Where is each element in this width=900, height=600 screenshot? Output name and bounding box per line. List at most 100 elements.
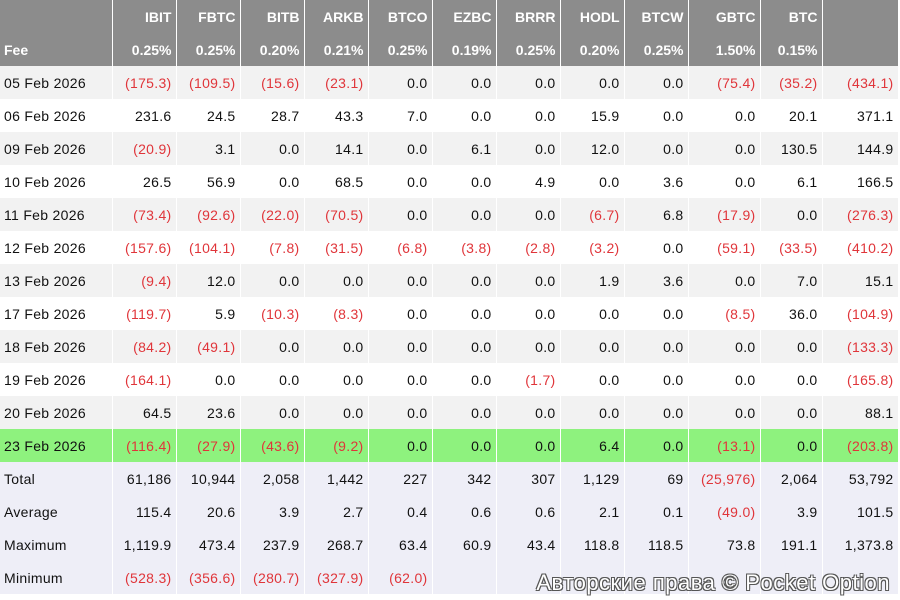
flow-cell: 3.9 [240,495,305,528]
fee-cell: 0.21% [304,33,369,66]
flow-cell: (49.1) [176,330,241,363]
fee-cell: 1.50% [688,33,761,66]
flow-cell: 24.5 [176,99,241,132]
date-row: 10 Feb 2026 26.5 56.9 0.0 68.5 0.0 0.0 4.9 0.0 3.… [0,165,899,198]
flow-cell: 0.4 [368,495,433,528]
fee-row: Fee 0.25% 0.25% 0.20% 0.21% 0.25% 0.19% … [0,33,899,66]
flow-cell [760,561,823,594]
row-label: 17 Feb 2026 [0,297,113,330]
flow-cell: 231.6 [112,99,177,132]
ticker-header: EZBC [432,0,497,33]
flow-cell: 0.0 [624,99,689,132]
flow-cell [560,561,625,594]
flow-cell: 3.6 [624,264,689,297]
flow-cell: (6.8) [368,231,433,264]
flow-cell: 7.0 [760,264,823,297]
row-label: Average [0,495,113,528]
flow-cell: 43.3 [304,99,369,132]
flow-cell: (2.8) [496,231,561,264]
flow-cell: 0.0 [624,132,689,165]
row-label: 09 Feb 2026 [0,132,113,165]
flow-cell: (119.7) [112,297,177,330]
flow-cell: 0.0 [496,66,561,99]
flow-cell: 0.0 [496,429,561,462]
flow-cell: 15.1 [822,264,899,297]
flow-cell: 0.0 [240,330,305,363]
flow-cell: 0.0 [368,429,433,462]
flow-cell: 64.5 [112,396,177,429]
flow-cell: 3.9 [760,495,823,528]
flow-cell: (8.3) [304,297,369,330]
flow-cell: 0.0 [760,429,823,462]
flow-cell: 2,064 [760,462,823,495]
flow-cell: (13.1) [688,429,761,462]
flow-cell: (3.8) [432,231,497,264]
ticker-header: BRRR [496,0,561,33]
date-row: 12 Feb 2026 (157.6) (104.1) (7.8) (31.5) (6.8… [0,231,899,264]
flow-cell: 0.0 [368,330,433,363]
fee-cell: 0.25% [624,33,689,66]
flow-cell: 0.0 [688,330,761,363]
flow-cell: (20.9) [112,132,177,165]
flow-cell: 307 [496,462,561,495]
flow-cell: 166.5 [822,165,899,198]
flow-cell: 237.9 [240,528,305,561]
flow-cell: (9.2) [304,429,369,462]
flow-cell: (92.6) [176,198,241,231]
flow-cell: 0.0 [624,396,689,429]
flow-cell: 0.0 [304,330,369,363]
flow-cell: (434.1) [822,66,899,99]
flow-cell: (175.3) [112,66,177,99]
flow-cell: 0.0 [624,429,689,462]
fee-cell: 0.20% [240,33,305,66]
row-label: 19 Feb 2026 [0,363,113,396]
date-row: 18 Feb 2026 (84.2) (49.1) 0.0 0.0 0.0 0.0 0.0 0.… [0,330,899,363]
flow-cell: 6.8 [624,198,689,231]
flow-cell: 0.0 [240,396,305,429]
flow-cell: 0.0 [368,264,433,297]
flow-cell: 0.0 [496,198,561,231]
flow-cell: 0.0 [432,429,497,462]
flow-cell [822,561,899,594]
row-label: 13 Feb 2026 [0,264,113,297]
flow-cell: 115.4 [112,495,177,528]
flow-cell: 12.0 [176,264,241,297]
row-label: 20 Feb 2026 [0,396,113,429]
flow-cell: 20.1 [760,99,823,132]
date-row: 13 Feb 2026 (9.4) 12.0 0.0 0.0 0.0 0.0 0.0 1.9 3.… [0,264,899,297]
flow-cell: (75.4) [688,66,761,99]
summary-row: Average 115.4 20.6 3.9 2.7 0.4 0.6 0.6 2.1 0.1 (49… [0,495,899,528]
flow-cell: (27.9) [176,429,241,462]
date-row: 05 Feb 2026 (175.3) (109.5) (15.6) (23.1) 0.0… [0,66,899,99]
flow-cell: 28.7 [240,99,305,132]
flow-cell [496,561,561,594]
flow-cell: 268.7 [304,528,369,561]
flow-cell: 73.8 [688,528,761,561]
flow-cell: 0.0 [624,297,689,330]
flow-cell: 0.0 [688,264,761,297]
flow-cell: 0.0 [432,165,497,198]
flow-cell: 118.8 [560,528,625,561]
table-body: Fee 0.25% 0.25% 0.20% 0.21% 0.25% 0.19% … [0,33,899,594]
flow-cell: (356.6) [176,561,241,594]
ticker-header-row: IBIT FBTC BITB ARKB BTCO EZBC BRRR HODL … [0,0,899,33]
flow-cell: 43.4 [496,528,561,561]
flow-cell: 1,442 [304,462,369,495]
flow-cell: (410.2) [822,231,899,264]
flow-cell: 4.9 [496,165,561,198]
flow-cell: (23.1) [304,66,369,99]
flow-cell: 0.0 [760,198,823,231]
flow-cell: 0.0 [432,396,497,429]
flow-cell: 2.1 [560,495,625,528]
ticker-header: BTCW [624,0,689,33]
flow-cell: 0.0 [240,264,305,297]
flow-cell: 20.6 [176,495,241,528]
row-label: 06 Feb 2026 [0,99,113,132]
flow-cell: 3.6 [624,165,689,198]
fee-cell: 0.25% [496,33,561,66]
flow-cell: 0.6 [432,495,497,528]
flow-cell: (9.4) [112,264,177,297]
flow-cell: 0.0 [368,165,433,198]
flow-cell: 0.0 [624,363,689,396]
row-label: 23 Feb 2026 [0,429,113,462]
